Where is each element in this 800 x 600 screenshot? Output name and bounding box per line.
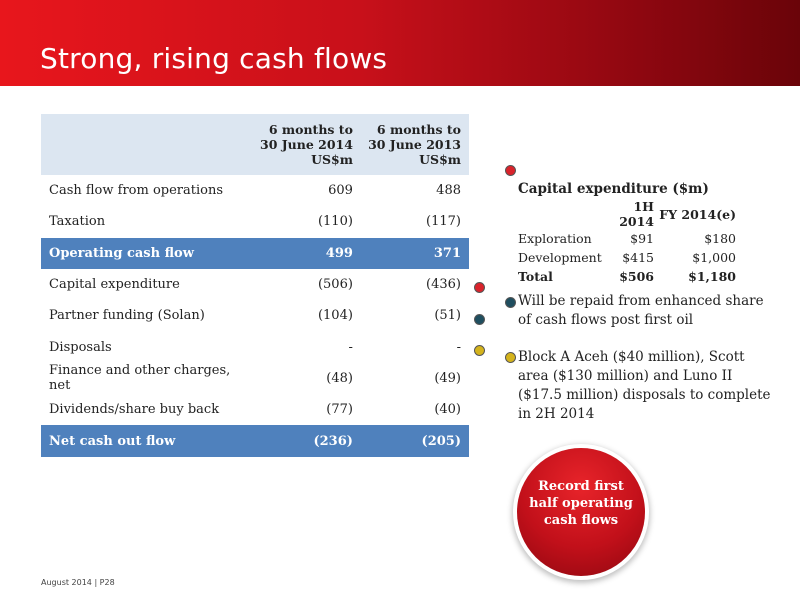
table-row: Disposals - - (41, 331, 469, 362)
row-value-2013: - (456, 339, 461, 355)
row-value-2014: (48) (326, 370, 353, 386)
capex-col-fy: FY 2014(e) (659, 206, 736, 222)
title-banner (0, 0, 800, 86)
table-row-highlight: Net cash out flow (236) (205) (41, 425, 469, 457)
row-value-2013: 371 (360, 237, 469, 269)
row-value-2014: (110) (317, 214, 353, 230)
table-row: Dividends/share buy back (77) (40) (41, 394, 469, 425)
capex-row-1h: $506 (619, 269, 654, 284)
slide-title: Strong, rising cash flows (40, 42, 388, 75)
capex-row: Development $415 $1,000 (516, 248, 738, 267)
table-row: Partner funding (Solan) (104) (51) (41, 300, 469, 331)
record-callout-text: Record first half operating cash flows (529, 479, 633, 528)
row-label: Cash flow from operations (49, 183, 224, 199)
row-value-2014: 609 (328, 183, 353, 199)
row-value-2013: (117) (426, 214, 461, 230)
capex-table: 1H 2014 FY 2014(e) Exploration $91 $180 … (516, 199, 738, 286)
row-value-2014: (236) (254, 425, 361, 457)
header-h1-2014: 6 months to 30 June 2014 US$m (254, 114, 361, 175)
navy-dot-bullet (505, 297, 516, 308)
row-label: Disposals (49, 339, 112, 355)
row-label: Capital expenditure (49, 277, 180, 293)
capex-row-label: Total (518, 269, 553, 284)
table-row-highlight: Operating cash flow 499 371 (41, 237, 469, 269)
row-value-2013: (205) (360, 425, 469, 457)
table-row: Taxation (110) (117) (41, 206, 469, 237)
table-row: Finance and other charges, net (48) (49) (41, 363, 469, 394)
row-value-2014: - (348, 339, 353, 355)
partner-funding-note: Will be repaid from enhanced share of ca… (518, 293, 764, 328)
row-value-2013: 488 (436, 183, 461, 199)
yellow-dot-marker-disposals (474, 345, 485, 356)
table-row: Capital expenditure (506) (436) (41, 269, 469, 300)
capex-row-label: Exploration (518, 231, 592, 246)
row-value-2013: (49) (434, 370, 461, 386)
header-h1-2013: 6 months to 30 June 2013 US$m (360, 114, 469, 175)
row-label: Taxation (49, 214, 106, 230)
capex-row-fy: $1,000 (692, 250, 736, 265)
capex-row-total: Total $506 $1,180 (516, 267, 738, 286)
slide-footer: August 2014 | P28 (41, 578, 115, 587)
row-value-2013: (51) (434, 308, 461, 324)
row-label: Partner funding (Solan) (49, 308, 205, 324)
row-value-2013: (436) (426, 277, 461, 293)
red-dot-bullet (505, 165, 516, 176)
capex-title: Capital expenditure ($m) (518, 181, 709, 197)
row-label: Operating cash flow (41, 237, 255, 269)
capex-row: Exploration $91 $180 (516, 229, 738, 248)
row-value-2013: (40) (434, 402, 461, 418)
record-callout-circle: Record first half operating cash flows (517, 448, 645, 576)
capex-row-fy: $1,180 (688, 269, 736, 284)
capex-row-1h: $91 (630, 231, 654, 246)
capex-row-fy: $180 (704, 231, 736, 246)
red-dot-marker-capex (474, 282, 485, 293)
row-label: Finance and other charges, net (49, 363, 231, 394)
row-value-2014: 499 (254, 237, 361, 269)
navy-dot-marker-partner (474, 314, 485, 325)
row-value-2014: (104) (317, 308, 353, 324)
capex-col-1h: 1H 2014 (619, 199, 654, 229)
table-row: Cash flow from operations 609 488 (41, 175, 469, 206)
cash-flow-table: 6 months to 30 June 2014 US$m 6 months t… (41, 114, 469, 457)
table-header-row: 6 months to 30 June 2014 US$m 6 months t… (41, 114, 469, 175)
capex-row-1h: $415 (622, 250, 654, 265)
row-label: Dividends/share buy back (49, 402, 220, 418)
header-blank (41, 114, 255, 175)
row-value-2014: (506) (317, 277, 353, 293)
capex-header-row: 1H 2014 FY 2014(e) (516, 199, 738, 229)
row-label: Net cash out flow (41, 425, 255, 457)
row-value-2014: (77) (326, 402, 353, 418)
capex-row-label: Development (518, 250, 602, 265)
yellow-dot-bullet (505, 352, 516, 363)
disposals-note: Block A Aceh ($40 million), Scott area (… (518, 349, 771, 422)
